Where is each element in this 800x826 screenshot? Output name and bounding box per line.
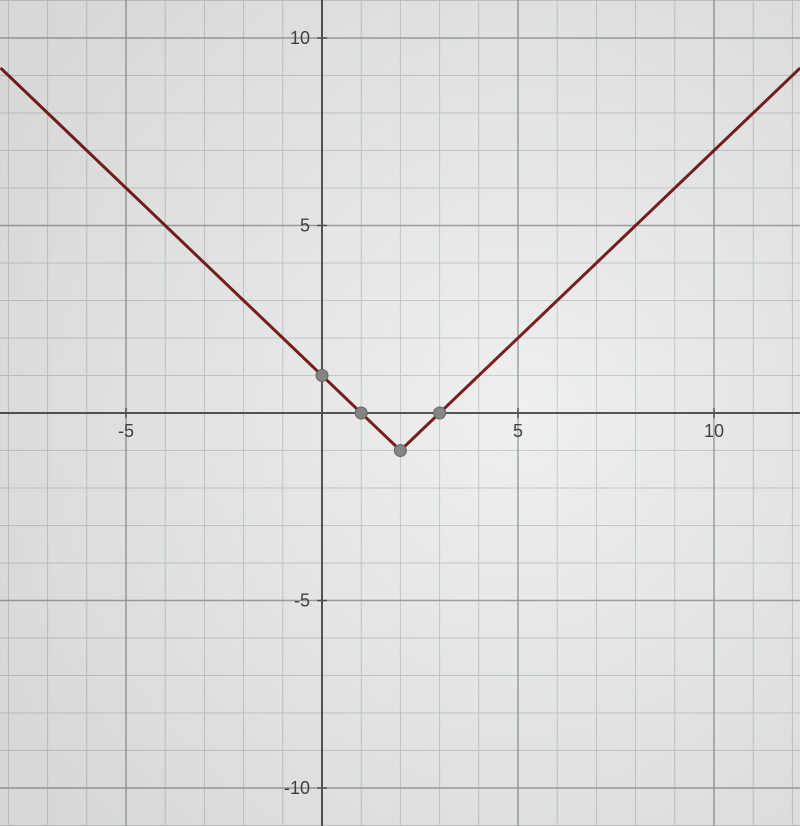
x-tick-label: 10 (704, 421, 724, 441)
marker-point (434, 407, 446, 419)
y-tick-label: 10 (290, 28, 310, 48)
graph-svg: -5 5 10 10 5 -5 -10 (0, 0, 800, 826)
y-tick-label: -10 (284, 778, 310, 798)
graph-plot: -5 5 10 10 5 -5 -10 (0, 0, 800, 826)
x-tick-label: 5 (513, 421, 523, 441)
y-tick-label: -5 (294, 591, 310, 611)
marker-point (394, 445, 406, 457)
x-tick-label: -5 (118, 421, 134, 441)
y-tick-label: 5 (300, 216, 310, 236)
marker-point (316, 370, 328, 382)
marker-point (355, 407, 367, 419)
